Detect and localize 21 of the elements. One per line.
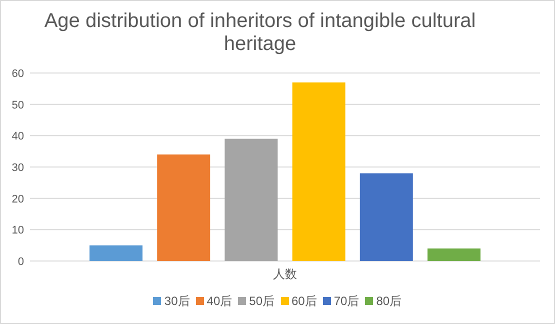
legend-label: 40后 xyxy=(206,294,232,308)
bar xyxy=(90,245,142,261)
y-tick-label: 20 xyxy=(12,193,24,206)
chart-title: Age distribution of inheritors of intangible cultural heritage xyxy=(43,10,477,56)
y-tick-label: 50 xyxy=(12,99,24,112)
y-tick-label: 40 xyxy=(12,130,24,143)
legend-label: 70后 xyxy=(334,294,360,308)
legend-label: 80后 xyxy=(376,294,402,308)
bar xyxy=(292,82,346,261)
y-tick-label: 0 xyxy=(18,256,24,268)
bar xyxy=(360,173,413,261)
legend-label: 50后 xyxy=(249,294,274,308)
bar xyxy=(157,154,210,261)
legend-label: 30后 xyxy=(164,294,190,308)
x-tick-label: 人数 xyxy=(273,267,297,281)
bar xyxy=(428,248,480,261)
legend-label: 60后 xyxy=(292,294,317,308)
bar xyxy=(224,138,278,261)
y-tick-label: 60 xyxy=(12,68,24,80)
y-tick-label: 30 xyxy=(12,162,24,174)
y-tick-label: 10 xyxy=(12,224,24,237)
